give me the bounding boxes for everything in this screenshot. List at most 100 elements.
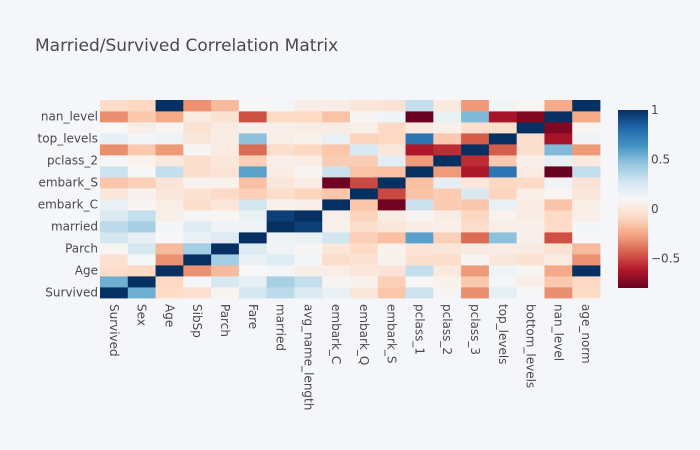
heatmap-cell-Sex-pclass_1 [405,276,434,288]
heatmap-cell-embark_C-Fare [238,199,268,211]
heatmap-cell-Parch-avg_name_length [294,243,323,255]
heatmap-cell-avg_name_length-Sex [127,210,156,222]
heatmap-cell-Survived-married [266,287,295,299]
heatmap-cell-top_levels-married [266,133,295,145]
y-tick-label: embark_S [38,176,98,190]
heatmap-cell-Survived-SibSp [183,287,212,299]
heatmap-cell-Sex-Survived [100,276,129,288]
heatmap-cell-nan_level-embark_Q [350,111,379,123]
heatmap-cell-bottom_levels-SibSp [183,122,212,134]
heatmap-cell-Survived-embark_S [377,287,406,299]
heatmap-cell-Sex-embark_S [377,276,406,288]
heatmap-cell-pclass_1-SibSp [183,166,212,178]
heatmap-cell-Parch-embark_S [377,243,406,255]
heatmap-cell-pclass_3-nan_level [544,144,573,156]
heatmap-cell-embark_S-Fare [238,177,268,189]
heatmap-cell-Parch-embark_Q [350,243,379,255]
heatmap-cell-pclass_3-Survived [100,144,129,156]
heatmap-cell-pclass_1-Survived [100,166,129,178]
heatmap-cell-pclass_1-Age [155,166,184,178]
heatmap-cell-SibSp-top_levels [488,254,518,266]
heatmap-cell-pclass_2-Fare [238,155,268,167]
heatmap-cell-SibSp-Age [155,254,184,266]
heatmap-cell-Sex-pclass_2 [433,276,462,288]
heatmap-cell-age_norm-top_levels [488,100,518,112]
heatmap-cell-avg_name_length-Age [155,210,184,222]
heatmap-cell-avg_name_length-age_norm [572,210,601,222]
heatmap-cell-pclass_1-pclass_2 [433,166,462,178]
heatmap-cell-Survived-Fare [238,287,268,299]
heatmap-cell-pclass_2-embark_C [322,155,351,167]
heatmap-cell-bottom_levels-bottom_levels [516,122,545,134]
heatmap-cell-Parch-bottom_levels [516,243,545,255]
colorbar-tick-label: 0 [651,202,659,216]
heatmap-cell-Parch-married [266,243,295,255]
heatmap-cell-married-embark_S [377,221,406,233]
heatmap-cell-embark_Q-embark_Q [350,188,379,200]
heatmap-cell-Age-pclass_2 [433,265,462,277]
heatmap-cell-Fare-top_levels [488,232,518,244]
heatmap-cell-top_levels-bottom_levels [516,133,545,145]
heatmap-cell-married-avg_name_length [294,221,323,233]
heatmap-cell-avg_name_length-pclass_1 [405,210,434,222]
heatmap-cell-bottom_levels-Fare [238,122,268,134]
heatmap-cell-SibSp-embark_S [377,254,406,266]
heatmap-cell-bottom_levels-Sex [127,122,156,134]
heatmap-cell-SibSp-bottom_levels [516,254,545,266]
heatmap-cell-Sex-pclass_3 [461,276,490,288]
heatmap-cell-Sex-Sex [127,276,156,288]
heatmap-cell-pclass_1-avg_name_length [294,166,323,178]
heatmap-cell-top_levels-pclass_3 [461,133,490,145]
heatmap-cell-nan_level-SibSp [183,111,212,123]
heatmap-cell-embark_C-married [266,199,295,211]
heatmap-cell-pclass_3-embark_C [322,144,351,156]
heatmap-cell-Sex-embark_Q [350,276,379,288]
heatmap-cell-embark_Q-pclass_1 [405,188,434,200]
heatmap-cell-avg_name_length-Parch [211,210,240,222]
heatmap-cell-embark_C-embark_S [377,199,406,211]
heatmap-cell-bottom_levels-Parch [211,122,240,134]
heatmap-cell-avg_name_length-top_levels [488,210,518,222]
heatmap-cell-embark_Q-Fare [238,188,268,200]
heatmap-cell-Age-Survived [100,265,129,277]
heatmap-cell-age_norm-married [266,100,295,112]
heatmap-cell-Age-SibSp [183,265,212,277]
heatmap-cell-bottom_levels-age_norm [572,122,601,134]
heatmap-cell-pclass_3-pclass_1 [405,144,434,156]
heatmap-cell-Survived-pclass_1 [405,287,434,299]
heatmap-cell-pclass_1-Fare [238,166,268,178]
heatmap-cell-embark_C-embark_C [322,199,351,211]
x-tick-label: top_levels [496,304,510,364]
heatmap-cell-pclass_3-SibSp [183,144,212,156]
heatmap-cell-top_levels-embark_C [322,133,351,145]
heatmap-cell-embark_S-Survived [100,177,129,189]
heatmap-cell-bottom_levels-Age [155,122,184,134]
x-tick-label: pclass_1 [412,304,426,355]
heatmap-cell-pclass_3-embark_Q [350,144,379,156]
x-tick-label: married [274,304,288,351]
heatmap-cell-Age-avg_name_length [294,265,323,277]
x-tick-label: avg_name_length [301,304,315,410]
heatmap-cell-embark_Q-Survived [100,188,129,200]
heatmap-cell-married-embark_Q [350,221,379,233]
heatmap-cell-nan_level-Sex [127,111,156,123]
heatmap-cell-Parch-pclass_1 [405,243,434,255]
heatmap-cell-embark_S-pclass_3 [461,177,490,189]
heatmap-cell-Fare-pclass_2 [433,232,462,244]
heatmap-cell-top_levels-Parch [211,133,240,145]
heatmap-cell-embark_Q-age_norm [572,188,601,200]
heatmap-cell-age_norm-Age [155,100,184,112]
heatmap-cell-embark_S-Parch [211,177,240,189]
heatmap-cell-embark_S-pclass_2 [433,177,462,189]
heatmap-cell-Sex-Fare [238,276,268,288]
heatmap-cell-top_levels-Fare [238,133,268,145]
heatmap-cell-Age-age_norm [572,265,601,277]
heatmap-cell-Parch-top_levels [488,243,518,255]
heatmap-cell-age_norm-age_norm [572,100,601,112]
heatmap-cell-age_norm-Parch [211,100,240,112]
heatmap-cell-Fare-Parch [211,232,240,244]
heatmap-cell-Sex-Age [155,276,184,288]
heatmap-cell-embark_Q-nan_level [544,188,573,200]
heatmap-cell-nan_level-avg_name_length [294,111,323,123]
heatmap-cell-age_norm-pclass_3 [461,100,490,112]
